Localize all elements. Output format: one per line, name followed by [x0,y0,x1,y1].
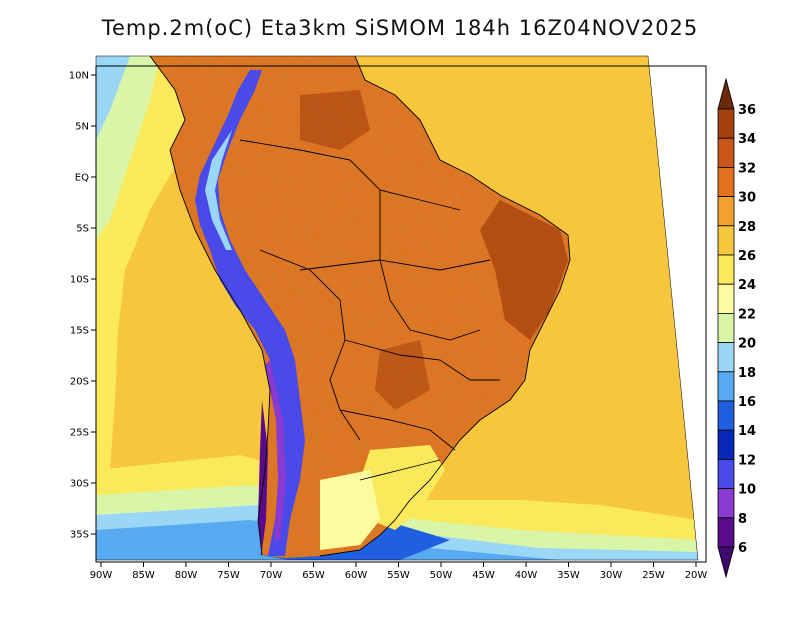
colorbar-label: 12 [738,453,756,468]
colorbar-label: 24 [738,278,756,293]
lat-tick-label: 15S [70,326,89,337]
colorbar-swatch [717,108,735,139]
colorbar-swatch [717,488,735,519]
border-brazil-states-2 [299,259,491,271]
pacific-coastline [149,55,271,556]
colorbar-label: 18 [738,366,756,381]
colorbar-swatch [717,429,735,460]
temperature-field [96,56,698,560]
colorbar-swatch [717,342,735,373]
andes-south-dark [258,400,268,550]
border-uruguay [359,459,441,481]
colorbar-swatch [717,283,735,314]
colorbar-swatch [717,166,735,197]
colorbar-label: 26 [738,249,756,264]
colorbar-swatch [717,371,735,402]
lon-tick-label: 60W [345,570,368,581]
lon-tick-label: 85W [132,570,155,581]
colorbar-swatch [717,400,735,431]
pacific-coolest-band [96,56,130,140]
ne-brazil-hot [480,200,568,340]
lat-tick-label: 30S [70,479,89,490]
border-brazil-states-1 [379,190,481,341]
lon-tick-label: 70W [260,570,283,581]
map-title: Temp.2m(oC) Eta3km SiSMOM 184h 16Z04NOV2… [101,16,699,40]
latitude-axis: 10N 5N EQ 5S 10S 15S 20S 25S 30S 35S [69,71,96,541]
lat-tick-label: 10S [70,275,89,286]
colorbar-label: 36 [738,103,756,118]
lat-tick-label: 20S [70,377,89,388]
andes-flank-1 [205,130,232,250]
lat-tick-label: EQ [75,173,89,184]
political-boundaries [149,55,571,557]
lon-tick-label: 65W [302,570,325,581]
colorbar: 36 34 32 30 28 26 24 22 20 18 16 14 12 10 8 6 [717,77,756,579]
andes-south-purple [265,360,286,540]
lat-tick-label: 5N [75,122,89,133]
lon-tick-label: 55W [387,570,410,581]
colorbar-label: 10 [738,483,756,498]
lon-tick-label: 75W [217,570,240,581]
colorbar-label: 30 [738,191,756,206]
lon-tick-label: 25W [642,570,665,581]
axes-frame [95,65,707,563]
lon-tick-label: 90W [90,570,113,581]
atlantic-coastline [319,55,571,557]
lon-tick-label: 35W [557,570,580,581]
lon-tick-label: 20W [685,570,708,581]
southern-brazil-mild [360,445,445,530]
lon-tick-label: 30W [600,570,623,581]
land-texture [150,56,570,558]
colorbar-label: 28 [738,220,756,235]
colorbar-swatch [717,312,735,343]
colorbar-label: 16 [738,395,756,410]
pampas-mild [320,470,380,550]
colorbar-label: 34 [738,132,756,147]
colorbar-label: 14 [738,424,756,439]
colorbar-label: 6 [738,541,747,556]
colorbar-swatch [717,458,735,489]
venezuela-hot [300,90,370,150]
colorbar-swatch [717,254,735,285]
border-brazil-states-4 [339,409,456,451]
central-brazil-hot [375,340,430,410]
colorbar-label: 22 [738,307,756,322]
andes-cold-ridge [195,70,305,556]
lon-tick-label: 40W [515,570,538,581]
lon-tick-label: 80W [175,570,198,581]
lon-tick-label: 50W [430,570,453,581]
lat-tick-label: 25S [70,428,89,439]
colorbar-swatch [717,137,735,168]
lon-tick-label: 45W [472,570,495,581]
colorbar-swatch [717,517,735,548]
colorbar-swatch [717,196,735,227]
colorbar-label: 8 [738,512,747,527]
colorbar-label: 32 [738,161,756,176]
lat-tick-label: 10N [69,71,89,82]
border-brazil-states-3 [344,339,500,381]
lat-tick-label: 5S [76,224,89,235]
colorbar-swatch [717,225,735,256]
lat-tick-label: 35S [70,530,89,541]
border-amazon [239,139,461,211]
colorbar-label: 20 [738,337,756,352]
colorbar-arrow-top [717,77,735,110]
longitude-axis: 90W 85W 80W 75W 70W 65W 60W 55W 50W 45W 40W 35W 30W 2… [90,562,708,581]
colorbar-arrow-bottom [717,546,735,579]
